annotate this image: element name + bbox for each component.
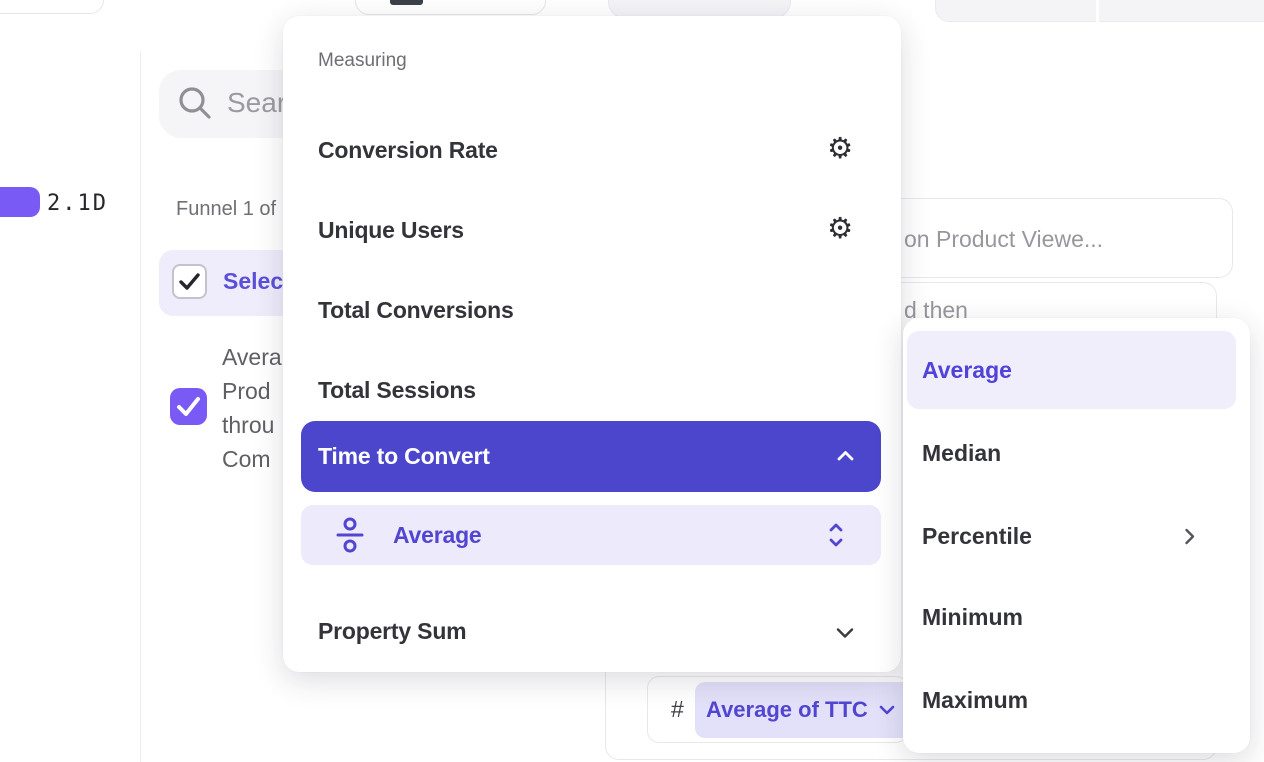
divide-icon [336, 517, 364, 553]
menu-item-label: Total Conversions [318, 296, 514, 323]
measuring-menu-title: Measuring [318, 50, 407, 71]
menu-item-unique-users[interactable]: Unique Users ⚙ [301, 200, 883, 260]
measuring-menu: Measuring Conversion Rate ⚙ Unique Users… [283, 16, 901, 672]
checkmark-icon [179, 273, 200, 290]
menu-item-label: Average [393, 521, 482, 548]
menu-item-property-sum[interactable]: Property Sum [301, 601, 883, 661]
menu-item-time-to-convert[interactable]: Time to Convert [301, 421, 881, 492]
agg-item-median[interactable]: Median [907, 423, 1236, 483]
menu-item-total-conversions[interactable]: Total Conversions [301, 280, 883, 340]
top-left-card-fragment [0, 0, 104, 14]
menu-item-conversion-rate[interactable]: Conversion Rate ⚙ [301, 120, 883, 180]
menu-item-label: Unique Users [318, 216, 464, 243]
chevron-right-icon [1185, 528, 1195, 545]
top-toolbar-button[interactable] [355, 0, 546, 15]
funnel-step-badge-label: 2.1D [47, 191, 108, 216]
time-to-convert-checkbox[interactable] [170, 388, 207, 425]
sort-updown-icon [829, 523, 843, 547]
menu-item-total-sessions[interactable]: Total Sessions [301, 360, 883, 420]
menu-subitem-average[interactable]: Average [301, 505, 881, 565]
metric-description-lines: Avera Prod throu Com [222, 340, 282, 476]
agg-item-percentile[interactable]: Percentile [907, 506, 1236, 566]
metric-description-line: throu [222, 412, 275, 438]
menu-item-label: Time to Convert [318, 443, 490, 469]
chevron-down-icon [879, 705, 895, 715]
top-segmented-control[interactable] [935, 0, 1264, 22]
gear-icon[interactable]: ⚙ [827, 131, 853, 165]
menu-item-label: Conversion Rate [318, 136, 498, 163]
agg-item-label: Percentile [922, 522, 1032, 549]
chevron-up-icon [837, 451, 854, 461]
aggregation-menu: Average Median Percentile Minimum Maximu… [903, 318, 1250, 753]
agg-item-label: Maximum [922, 686, 1029, 713]
metric-value-card: # Average of TTC [647, 676, 957, 743]
agg-item-average[interactable]: Average [907, 331, 1236, 409]
checkmark-icon [177, 397, 200, 416]
menu-item-label: Total Sessions [318, 376, 476, 403]
agg-item-minimum[interactable]: Minimum [907, 587, 1236, 647]
gear-icon[interactable]: ⚙ [827, 211, 853, 245]
metric-description-line: Com [222, 446, 271, 472]
menu-item-label: Property Sum [318, 617, 467, 644]
metric-pill-label: Average of TTC [706, 697, 868, 722]
selected-metric-label: Selec [223, 268, 284, 294]
agg-item-label: Average [922, 356, 1012, 383]
agg-item-maximum[interactable]: Maximum [907, 670, 1236, 730]
selected-metric-checkbox[interactable] [172, 264, 207, 299]
metric-description-line: Prod [222, 378, 271, 404]
left-rail-divider [140, 52, 141, 762]
metric-description-line: Avera [222, 344, 282, 370]
segmented-divider [1096, 0, 1099, 22]
chevron-down-icon [836, 628, 854, 638]
toolbar-button-icon [390, 0, 423, 5]
agg-item-label: Median [922, 439, 1002, 466]
funnel-counter-label: Funnel 1 of [176, 198, 277, 220]
agg-item-label: Minimum [922, 603, 1023, 630]
search-icon [179, 87, 211, 119]
funnel-step-text: on Product Viewe... [904, 226, 1104, 252]
funnel-step-badge[interactable] [0, 187, 40, 217]
metric-type-prefix: # [671, 696, 684, 722]
